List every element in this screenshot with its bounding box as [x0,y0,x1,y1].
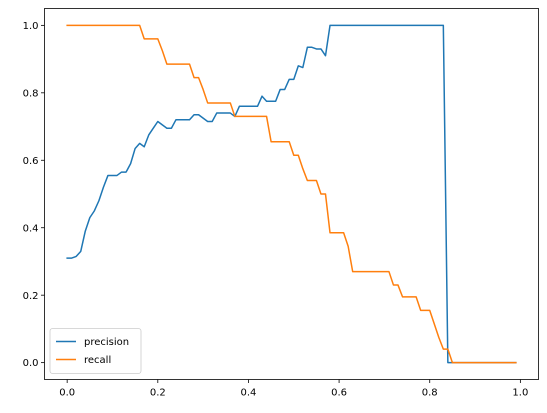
series-line-recall [66,24,517,364]
legend-label-precision: precision [84,337,129,348]
x-tick-label: 0.0 [59,388,75,399]
series-line-precision [66,24,517,364]
y-axis: 0.0 0.2 0.4 0.6 0.8 1.0 [23,21,45,369]
legend-box [49,328,142,374]
x-tick-label: 1.0 [512,388,528,399]
plot-frame [44,8,539,380]
y-tick-label: 0.8 [23,88,39,99]
x-axis: 0.0 0.2 0.4 0.6 0.8 1.0 [59,379,528,399]
series-layer [66,24,517,364]
y-tick-label: 1.0 [23,21,39,32]
x-tick-label: 0.2 [150,388,166,399]
y-tick-label: 0.4 [23,223,39,234]
y-tick-label: 0.0 [23,358,39,369]
y-tick-label: 0.2 [23,291,39,302]
y-tick-label: 0.6 [23,156,39,167]
legend-label-recall: recall [84,355,111,366]
x-tick-label: 0.8 [422,388,438,399]
x-tick-label: 0.4 [240,388,256,399]
legend: precision recall [49,328,142,374]
x-tick-label: 0.6 [331,388,347,399]
